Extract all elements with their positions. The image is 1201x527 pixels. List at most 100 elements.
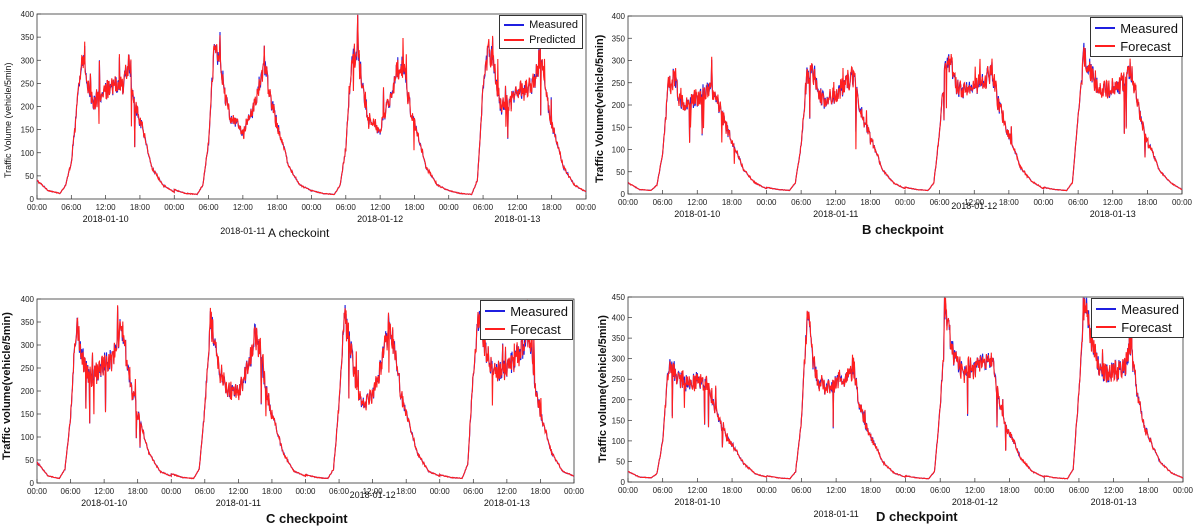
legend: Measured Forecast (480, 300, 573, 340)
x-tick-label: 06:00 (473, 203, 494, 212)
y-tick-label: 350 (612, 34, 626, 43)
y-tick-label: 400 (21, 295, 35, 304)
y-tick-label: 350 (612, 334, 626, 343)
y-tick-label: 250 (612, 375, 626, 384)
y-tick-label: 100 (21, 433, 35, 442)
y-tick-label: 150 (612, 123, 626, 132)
y-tick-label: 300 (612, 57, 626, 66)
x-tick-label: 12:00 (687, 486, 708, 495)
y-tick-label: 150 (21, 126, 35, 135)
axis-ticks: 0 50 100 150 200 250 300 350 400 00:00 06:00 12:00 1… (21, 10, 597, 236)
legend-swatch-forecast (485, 328, 506, 330)
x-tick-label: 12:00 (507, 203, 528, 212)
x-tick-label: 12:00 (370, 203, 391, 212)
y-tick-label: 50 (616, 168, 625, 177)
y-tick-label: 150 (21, 410, 35, 419)
x-tick-label: 06:00 (61, 487, 82, 496)
plot-area (36, 13, 587, 200)
legend: Measured Forecast (1090, 17, 1183, 57)
x-tick-label: 00:00 (757, 486, 778, 495)
x-tick-label: 06:00 (1069, 486, 1090, 495)
y-tick-label: 300 (612, 355, 626, 364)
date-label: 2018-01-11 (813, 209, 858, 219)
y-tick-label: 50 (616, 457, 625, 466)
y-tick-label: 0 (30, 479, 35, 488)
x-tick-label: 18:00 (530, 487, 551, 496)
legend-label: Forecast (1121, 319, 1172, 335)
date-label: 2018-01-13 (1091, 497, 1137, 507)
y-tick-label: 450 (612, 293, 626, 302)
chart-svg: 0 50 100 150 200 250 300 350 400 00:00 06:00 12:00 1… (612, 12, 1193, 219)
x-tick-label: 18:00 (267, 203, 288, 212)
x-tick-label: 12:00 (363, 487, 384, 496)
date-label: 2018-01-11 (220, 226, 265, 236)
y-tick-label: 50 (25, 172, 34, 181)
x-tick-label: 06:00 (195, 487, 216, 496)
legend-label: Measured (510, 303, 568, 319)
x-tick-label: 06:00 (1068, 198, 1089, 207)
date-label: 2018-01-13 (484, 498, 530, 508)
x-tick-label: 12:00 (1104, 486, 1125, 495)
x-tick-label: 18:00 (542, 203, 563, 212)
legend-swatch-measured (1096, 308, 1117, 310)
legend-item-forecast: Forecast (1095, 37, 1178, 55)
legend-swatch-forecast (1095, 45, 1116, 47)
series-line-forecast (627, 47, 1182, 192)
x-tick-label: 00:00 (1034, 486, 1055, 495)
x-tick-label: 06:00 (653, 198, 674, 207)
y-tick-label: 250 (21, 79, 35, 88)
y-tick-label: 350 (21, 33, 35, 42)
chart-panel-a: Traffic Volume (vehicle/5min) 0 50 100 150 2… (0, 0, 600, 245)
axis-ticks: 0 50 100 150 200 250 300 350 400 00:00 06:00 12:00 1… (21, 295, 585, 508)
date-label: 2018-01-12 (952, 497, 998, 507)
series-line-forecast (36, 299, 574, 480)
x-tick-label: 06:00 (930, 486, 951, 495)
legend-item-measured: Measured (504, 17, 578, 32)
date-label: 2018-01-12 (350, 490, 396, 500)
x-tick-label: 18:00 (130, 203, 151, 212)
x-tick-label: 18:00 (1137, 198, 1158, 207)
date-label: 2018-01-13 (494, 214, 540, 224)
x-tick-label: 18:00 (722, 198, 743, 207)
date-label: 2018-01-10 (674, 209, 720, 219)
x-tick-label: 18:00 (404, 203, 425, 212)
date-label: 2018-01-12 (357, 214, 403, 224)
y-tick-label: 400 (21, 10, 35, 19)
x-tick-label: 06:00 (329, 487, 350, 496)
x-tick-label: 12:00 (233, 203, 254, 212)
date-label: 2018-01-10 (83, 214, 129, 224)
x-tick-label: 00:00 (439, 203, 460, 212)
y-tick-label: 150 (612, 416, 626, 425)
x-tick-label: 06:00 (61, 203, 82, 212)
chart-title: A checkoint (268, 226, 330, 240)
x-tick-label: 12:00 (687, 198, 708, 207)
legend-swatch-measured (504, 23, 525, 26)
x-tick-label: 00:00 (564, 487, 585, 496)
legend-item-forecast: Forecast (1096, 318, 1179, 336)
x-tick-label: 12:00 (826, 486, 847, 495)
x-tick-label: 18:00 (860, 198, 881, 207)
x-tick-label: 06:00 (336, 203, 357, 212)
y-tick-label: 400 (612, 314, 626, 323)
legend-item-measured: Measured (1095, 19, 1178, 37)
x-tick-label: 06:00 (463, 487, 484, 496)
axis-ticks: 0 50 100 150 200 250 300 350 400 450 00:00 06:00 12:… (612, 293, 1194, 519)
x-tick-label: 12:00 (96, 203, 117, 212)
y-tick-label: 100 (612, 146, 626, 155)
axis-ticks: 0 50 100 150 200 250 300 350 400 00:00 06:00 12:00 1… (612, 12, 1193, 219)
x-tick-label: 06:00 (199, 203, 220, 212)
legend-swatch-measured (1095, 27, 1116, 29)
y-tick-label: 0 (621, 190, 626, 199)
legend-item-measured: Measured (485, 302, 568, 320)
legend-label: Measured (1121, 301, 1179, 317)
y-tick-label: 0 (30, 195, 35, 204)
x-tick-label: 00:00 (618, 486, 639, 495)
x-tick-label: 18:00 (999, 198, 1020, 207)
legend-swatch-predicted (504, 38, 525, 41)
x-tick-label: 00:00 (895, 198, 916, 207)
series-lines (36, 299, 575, 480)
legend-label: Measured (1120, 20, 1178, 36)
x-tick-label: 06:00 (791, 486, 812, 495)
legend-item-measured: Measured (1096, 300, 1179, 318)
x-tick-label: 00:00 (1033, 198, 1054, 207)
